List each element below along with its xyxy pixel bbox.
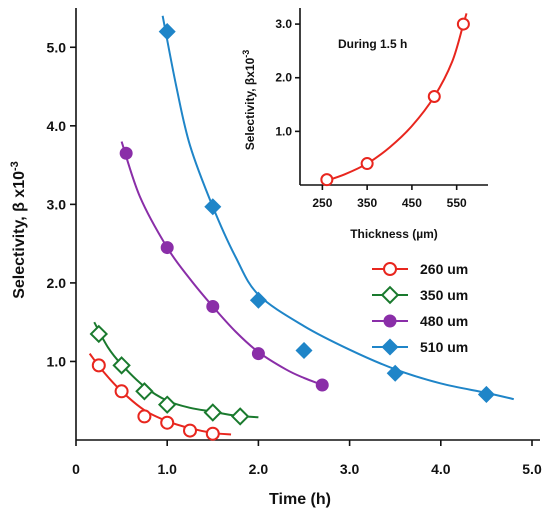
legend-label: 350 um	[420, 287, 468, 303]
main-y-axis-title-exponent: -3	[9, 161, 21, 171]
series-0	[88, 352, 232, 441]
legend-label: 480 um	[420, 313, 468, 329]
main-x-axis-title: Time (h)	[269, 491, 331, 508]
data-point	[137, 409, 152, 424]
inset-series-0	[320, 13, 470, 187]
inset-x-ticks: 250 350 450 550	[312, 185, 467, 210]
data-point	[158, 23, 176, 41]
main-y-tick-label: 4.0	[47, 118, 67, 134]
series-line	[161, 15, 514, 401]
legend-swatch-marker	[383, 262, 397, 276]
inset-y-ticks: 1.0 2.0 3.0	[275, 17, 300, 138]
inset-y-axis-title: Selectivity, βx10-3	[241, 50, 257, 151]
series-1	[89, 321, 259, 426]
legend-label: 260 um	[420, 261, 468, 277]
main-y-tick-label: 5.0	[47, 39, 67, 55]
data-point	[160, 241, 174, 255]
series-line	[120, 141, 328, 388]
data-point	[249, 291, 267, 309]
data-point	[183, 423, 197, 438]
legend-swatch-marker	[381, 338, 399, 356]
main-axes: 0 1.0 2.0 3.0 4.0 5.0 1.0 2.0 3.0 4.0 5.0 Time (h…	[9, 8, 542, 508]
data-point	[477, 385, 495, 403]
data-point	[386, 364, 404, 382]
inset-x-tick-label: 350	[357, 196, 377, 210]
inset-y-tick-label: 1.0	[275, 124, 292, 138]
main-y-tick-label: 1.0	[47, 353, 67, 369]
data-point	[315, 378, 329, 392]
main-x-tick-label: 0	[72, 461, 80, 477]
inset-y-tick-label: 2.0	[275, 71, 292, 85]
main-x-tick-label: 3.0	[340, 461, 360, 477]
inset-chart: 250 350 450 550 1.0 2.0 3.0 During 1.5 h Thic…	[241, 8, 488, 241]
series-3	[158, 15, 514, 403]
inset-y-axis-title-exponent: -3	[241, 50, 251, 58]
legend-item: 350 um	[372, 285, 468, 305]
series-2	[119, 141, 329, 392]
data-point	[206, 299, 220, 313]
main-x-tick-label: 1.0	[157, 461, 177, 477]
inset-x-tick-label: 250	[312, 196, 332, 210]
legend-item: 260 um	[372, 261, 468, 277]
main-series-group	[88, 15, 514, 441]
data-point	[295, 341, 313, 359]
data-point	[119, 146, 133, 160]
legend-swatch-marker	[380, 285, 400, 305]
inset-data-point	[427, 90, 441, 103]
data-point	[114, 384, 129, 399]
legend-item: 510 um	[372, 338, 468, 356]
data-point	[157, 395, 177, 414]
inset-series-line	[324, 13, 468, 183]
inset-data-point	[320, 173, 334, 187]
data-point	[112, 356, 131, 375]
legend: 260 um 350 um 480 um 510 um	[372, 261, 468, 356]
main-y-axis-title-text: Selectivity, β x10	[11, 171, 28, 299]
inset-x-tick-label: 450	[402, 196, 422, 210]
main-y-axis-title: Selectivity, β x10-3	[9, 161, 28, 299]
data-point	[204, 198, 222, 216]
main-x-tick-label: 5.0	[522, 461, 542, 477]
main-x-tick-label: 2.0	[249, 461, 269, 477]
inset-y-tick-label: 3.0	[275, 17, 292, 31]
data-point	[160, 415, 175, 430]
data-point	[251, 347, 265, 361]
data-point	[205, 426, 220, 441]
legend-swatch-marker	[383, 314, 397, 328]
data-point	[230, 407, 250, 426]
main-y-tick-label: 3.0	[47, 196, 67, 212]
inset-y-axis-title-text: Selectivity, βx10	[243, 57, 257, 150]
data-point	[89, 324, 109, 344]
legend-item: 480 um	[372, 313, 468, 329]
inset-data-point	[456, 17, 470, 31]
inset-series-group	[320, 13, 470, 187]
data-point	[91, 358, 106, 373]
inset-data-point	[360, 157, 374, 171]
inset-x-tick-label: 550	[447, 196, 467, 210]
main-x-tick-label: 4.0	[431, 461, 451, 477]
data-point	[135, 382, 154, 401]
inset-x-axis-title: Thickness (µm)	[350, 227, 438, 241]
main-x-ticks: 0 1.0 2.0 3.0 4.0 5.0	[72, 440, 542, 477]
main-y-ticks: 1.0 2.0 3.0 4.0 5.0	[47, 39, 76, 369]
main-y-tick-label: 2.0	[47, 275, 67, 291]
inset-chart-title: During 1.5 h	[338, 37, 407, 51]
data-point	[203, 403, 223, 422]
legend-label: 510 um	[420, 339, 468, 355]
